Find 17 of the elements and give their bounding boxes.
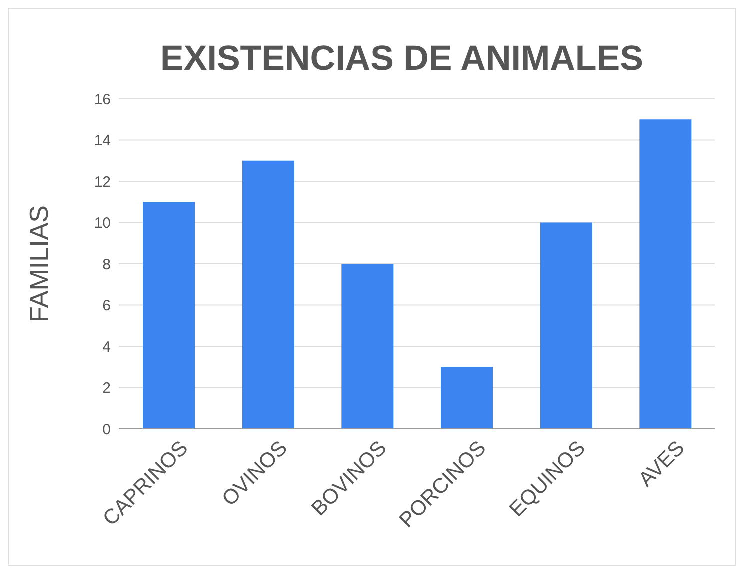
bar xyxy=(143,202,195,429)
y-tick-label: 12 xyxy=(94,174,111,191)
bar xyxy=(640,120,692,429)
y-tick-label: 16 xyxy=(94,91,111,108)
y-tick-label: 14 xyxy=(94,132,111,150)
bar xyxy=(441,367,493,429)
y-tick-label: 0 xyxy=(102,421,111,438)
y-tick-label: 6 xyxy=(102,298,111,315)
y-tick-label: 4 xyxy=(102,338,111,356)
bar xyxy=(342,264,394,429)
y-tick-label: 10 xyxy=(94,215,111,232)
y-axis-title: FAMILIAS xyxy=(24,205,54,323)
y-tick-label: 2 xyxy=(102,380,111,398)
bar xyxy=(242,160,294,429)
chart-title: EXISTENCIAS DE ANIMALES xyxy=(160,39,644,79)
bar xyxy=(540,222,592,429)
y-tick-label: 8 xyxy=(102,256,111,274)
